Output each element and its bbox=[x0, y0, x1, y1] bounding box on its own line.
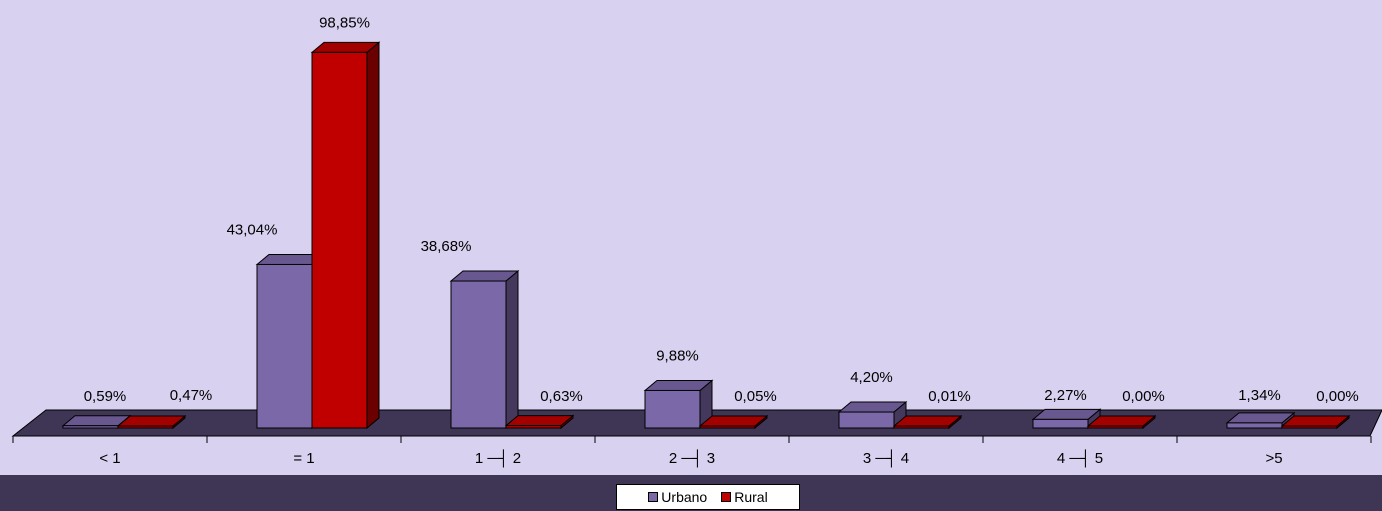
legend: Urbano Rural bbox=[616, 484, 800, 510]
bar-rural-3 bbox=[698, 414, 769, 430]
legend-swatch-rural bbox=[721, 492, 732, 502]
bar-urbano-2 bbox=[449, 269, 520, 430]
legend-item-urbano: Urbano bbox=[648, 489, 707, 505]
data-label-urbano-3: 9,88% bbox=[656, 347, 699, 364]
x-tick-label-5: 4 ─┤ 5 bbox=[1057, 449, 1103, 468]
data-label-urbano-0: 0,59% bbox=[84, 388, 127, 405]
bar-urbano-5 bbox=[1031, 408, 1102, 430]
data-label-urbano-6: 1,34% bbox=[1238, 387, 1281, 404]
bar-urbano-3 bbox=[643, 379, 714, 430]
bar-rural-5 bbox=[1086, 414, 1157, 430]
data-label-rural-0: 0,47% bbox=[170, 387, 213, 404]
x-tick-label-2: 1 ─┤ 2 bbox=[475, 449, 521, 468]
legend-label-urbano: Urbano bbox=[661, 489, 708, 505]
data-label-rural-3: 0,05% bbox=[734, 388, 777, 405]
legend-swatch-urbano bbox=[648, 492, 659, 502]
bar-rural-4 bbox=[892, 414, 963, 430]
bar-rural-2 bbox=[504, 414, 575, 430]
bar-rural-0 bbox=[116, 414, 187, 430]
legend-item-rural: Rural bbox=[721, 489, 768, 505]
data-label-rural-4: 0,01% bbox=[928, 388, 971, 405]
data-label-rural-1: 98,85% bbox=[319, 14, 370, 31]
data-labels-group: 0,59% 0,47% 43,04% 98,85% 38,68% 0,63% 9,88% 0,… bbox=[84, 14, 1359, 405]
data-label-urbano-4: 4,20% bbox=[850, 369, 893, 386]
data-label-urbano-1: 43,04% bbox=[227, 221, 278, 238]
data-label-urbano-2: 38,68% bbox=[421, 238, 472, 255]
legend-label-rural: Rural bbox=[734, 489, 768, 505]
bars-group bbox=[61, 41, 1351, 430]
x-tick-labels-group: < 1 = 1 1 ─┤ 2 2 ─┤ 3 3 ─┤ 4 4 ─┤ 5 >5 bbox=[99, 449, 1282, 468]
x-tick-label-0: < 1 bbox=[99, 450, 120, 467]
x-tick-label-3: 2 ─┤ 3 bbox=[669, 449, 715, 468]
x-tick-label-4: 3 ─┤ 4 bbox=[863, 449, 909, 468]
x-tick-label-6: >5 bbox=[1265, 450, 1282, 467]
data-label-urbano-5: 2,27% bbox=[1044, 387, 1087, 404]
data-label-rural-5: 0,00% bbox=[1122, 388, 1165, 405]
data-label-rural-2: 0,63% bbox=[540, 388, 583, 405]
data-label-rural-6: 0,00% bbox=[1316, 388, 1359, 405]
bar-rural-6 bbox=[1280, 414, 1351, 430]
x-tick-label-1: = 1 bbox=[293, 450, 314, 467]
bar-urbano-4 bbox=[837, 400, 908, 430]
bar-rural-1 bbox=[310, 41, 381, 430]
